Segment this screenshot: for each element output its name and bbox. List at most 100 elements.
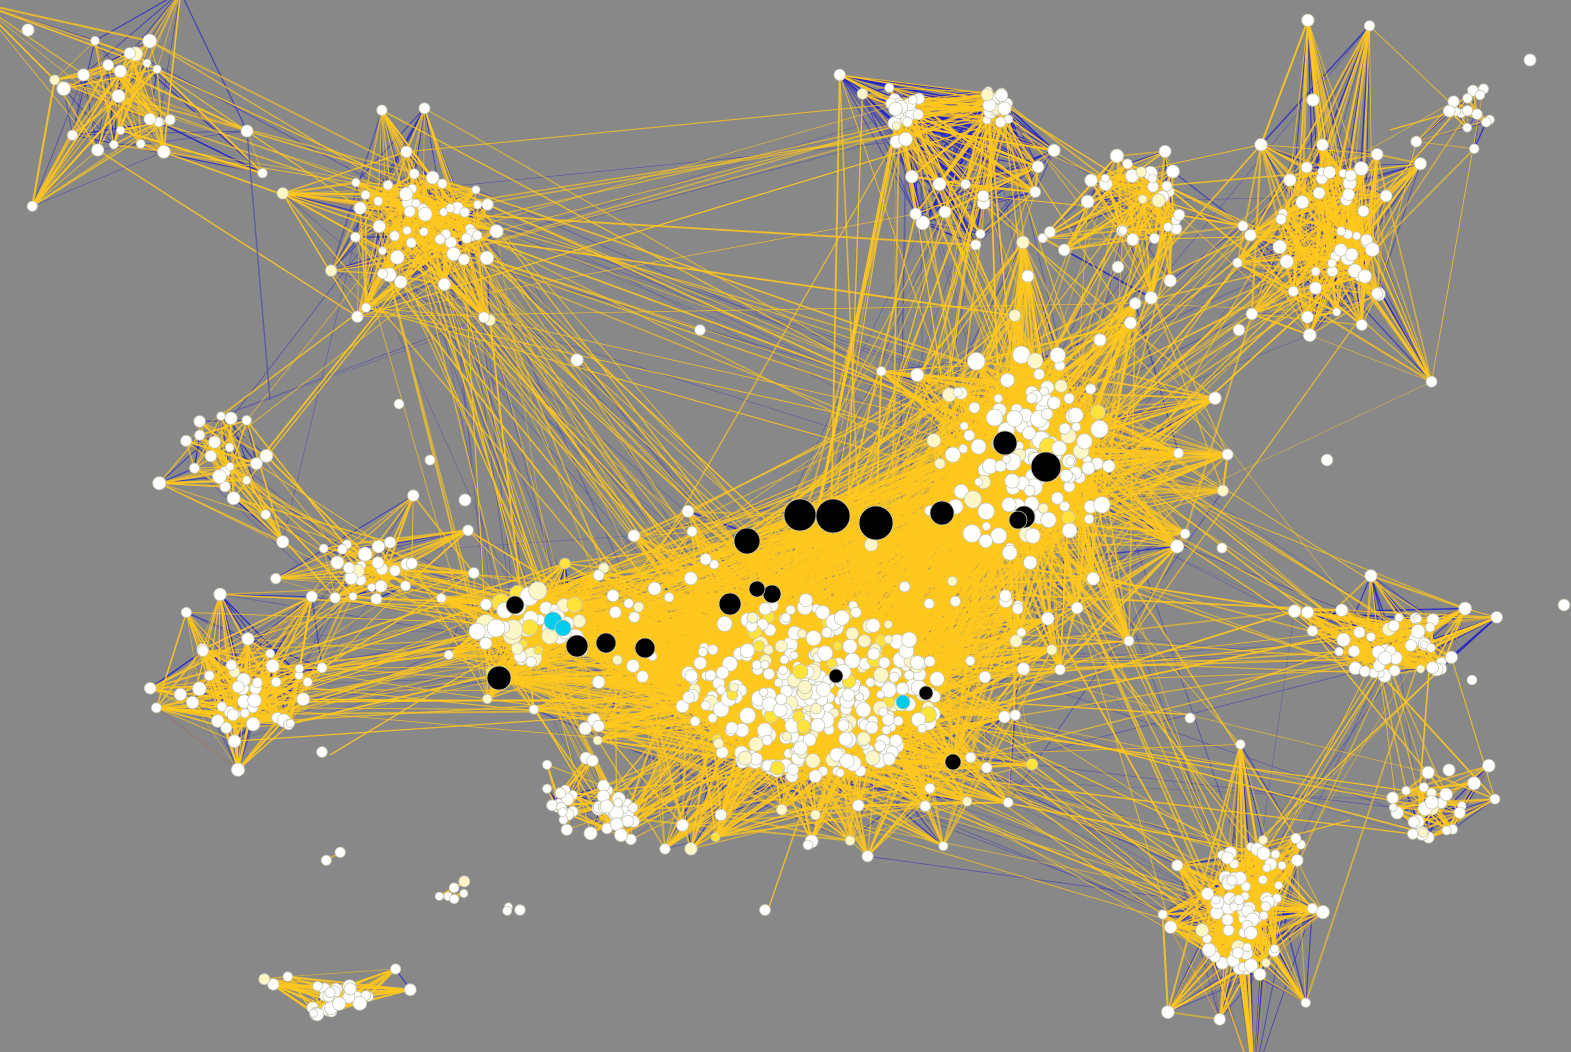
graph-node[interactable]	[958, 443, 968, 454]
graph-node[interactable]	[1067, 407, 1084, 424]
graph-node[interactable]	[713, 738, 724, 749]
graph-node[interactable]	[471, 185, 481, 195]
graph-node[interactable]	[1258, 835, 1268, 845]
graph-node[interactable]	[1208, 391, 1222, 405]
graph-node[interactable]	[963, 490, 982, 509]
graph-node[interactable]	[1144, 291, 1158, 305]
graph-hub-node[interactable]	[992, 430, 1018, 456]
graph-node[interactable]	[393, 398, 405, 410]
graph-node[interactable]	[1061, 510, 1076, 525]
graph-node[interactable]	[884, 82, 895, 93]
graph-node[interactable]	[259, 449, 274, 463]
graph-node[interactable]	[1413, 157, 1427, 171]
graph-node[interactable]	[990, 527, 1008, 545]
graph-node[interactable]	[899, 580, 911, 593]
graph-node[interactable]	[1044, 226, 1056, 238]
graph-node[interactable]	[1029, 186, 1041, 198]
graph-node[interactable]	[242, 475, 252, 485]
graph-node[interactable]	[841, 688, 856, 702]
graph-node[interactable]	[833, 68, 846, 82]
graph-node[interactable]	[1354, 161, 1369, 176]
graph-node[interactable]	[1081, 461, 1096, 476]
graph-node[interactable]	[686, 526, 698, 537]
graph-node[interactable]	[458, 493, 472, 507]
graph-node[interactable]	[947, 576, 958, 587]
graph-node[interactable]	[1272, 239, 1287, 255]
graph-hub-node[interactable]	[486, 665, 512, 691]
graph-node[interactable]	[1306, 93, 1320, 107]
graph-node[interactable]	[143, 112, 157, 126]
graph-node[interactable]	[751, 659, 762, 671]
graph-node[interactable]	[448, 882, 460, 894]
graph-node[interactable]	[1025, 392, 1038, 404]
graph-node[interactable]	[1344, 247, 1359, 262]
graph-node[interactable]	[850, 606, 862, 619]
graph-node[interactable]	[932, 177, 947, 192]
graph-node[interactable]	[1161, 180, 1173, 192]
graph-node[interactable]	[302, 677, 313, 688]
graph-node[interactable]	[1364, 569, 1378, 583]
graph-node[interactable]	[152, 64, 162, 74]
graph-node[interactable]	[1370, 148, 1384, 161]
graph-node[interactable]	[924, 655, 936, 668]
graph-node[interactable]	[378, 246, 387, 256]
graph-node[interactable]	[1009, 634, 1023, 648]
graph-node[interactable]	[627, 802, 639, 813]
graph-node[interactable]	[1482, 759, 1496, 773]
graph-node[interactable]	[260, 509, 271, 520]
graph-node[interactable]	[1041, 407, 1054, 421]
graph-node[interactable]	[959, 421, 969, 431]
graph-node[interactable]	[152, 476, 167, 491]
graph-node[interactable]	[312, 981, 323, 992]
graph-node[interactable]	[1407, 816, 1420, 829]
graph-node[interactable]	[837, 719, 850, 732]
graph-node[interactable]	[437, 277, 451, 291]
graph-hub-node[interactable]	[634, 637, 656, 659]
graph-node[interactable]	[1424, 622, 1436, 633]
graph-node[interactable]	[715, 666, 730, 680]
graph-hub-node[interactable]	[505, 595, 525, 615]
graph-node[interactable]	[978, 670, 992, 684]
graph-node[interactable]	[938, 205, 952, 219]
graph-node[interactable]	[974, 477, 984, 487]
graph-node[interactable]	[867, 647, 881, 661]
graph-node[interactable]	[893, 715, 904, 727]
graph-node[interactable]	[606, 589, 620, 603]
graph-node[interactable]	[230, 762, 245, 777]
graph-node[interactable]	[816, 682, 832, 698]
graph-node[interactable]	[389, 230, 401, 242]
graph-node[interactable]	[865, 720, 879, 735]
graph-node[interactable]	[967, 352, 986, 371]
graph-node[interactable]	[173, 688, 187, 702]
graph-node[interactable]	[467, 567, 480, 579]
graph-node[interactable]	[521, 619, 539, 636]
graph-node[interactable]	[684, 669, 699, 683]
graph-node[interactable]	[1352, 231, 1362, 241]
graph-node[interactable]	[753, 640, 765, 652]
graph-node[interactable]	[1070, 601, 1084, 615]
graph-node[interactable]	[1439, 787, 1453, 802]
graph-node[interactable]	[1026, 352, 1044, 370]
graph-node[interactable]	[1163, 222, 1173, 233]
graph-node[interactable]	[1468, 143, 1480, 155]
graph-node[interactable]	[748, 736, 764, 752]
graph-node[interactable]	[1026, 758, 1039, 771]
graph-node[interactable]	[399, 186, 414, 202]
graph-node[interactable]	[231, 680, 245, 694]
graph-hub-node[interactable]	[944, 753, 962, 771]
graph-node[interactable]	[1332, 307, 1342, 317]
graph-node[interactable]	[810, 717, 826, 733]
graph-node[interactable]	[325, 264, 338, 277]
graph-node[interactable]	[1441, 825, 1452, 836]
graph-node[interactable]	[1462, 93, 1473, 104]
graph-node[interactable]	[1058, 422, 1071, 435]
graph-node[interactable]	[1359, 665, 1371, 678]
graph-node[interactable]	[1022, 426, 1037, 441]
graph-node[interactable]	[1258, 874, 1268, 885]
graph-node[interactable]	[457, 253, 470, 266]
graph-node[interactable]	[1083, 513, 1095, 525]
graph-node[interactable]	[1232, 257, 1243, 269]
graph-node[interactable]	[180, 606, 192, 618]
graph-node[interactable]	[854, 692, 865, 702]
graph-node[interactable]	[102, 59, 115, 71]
